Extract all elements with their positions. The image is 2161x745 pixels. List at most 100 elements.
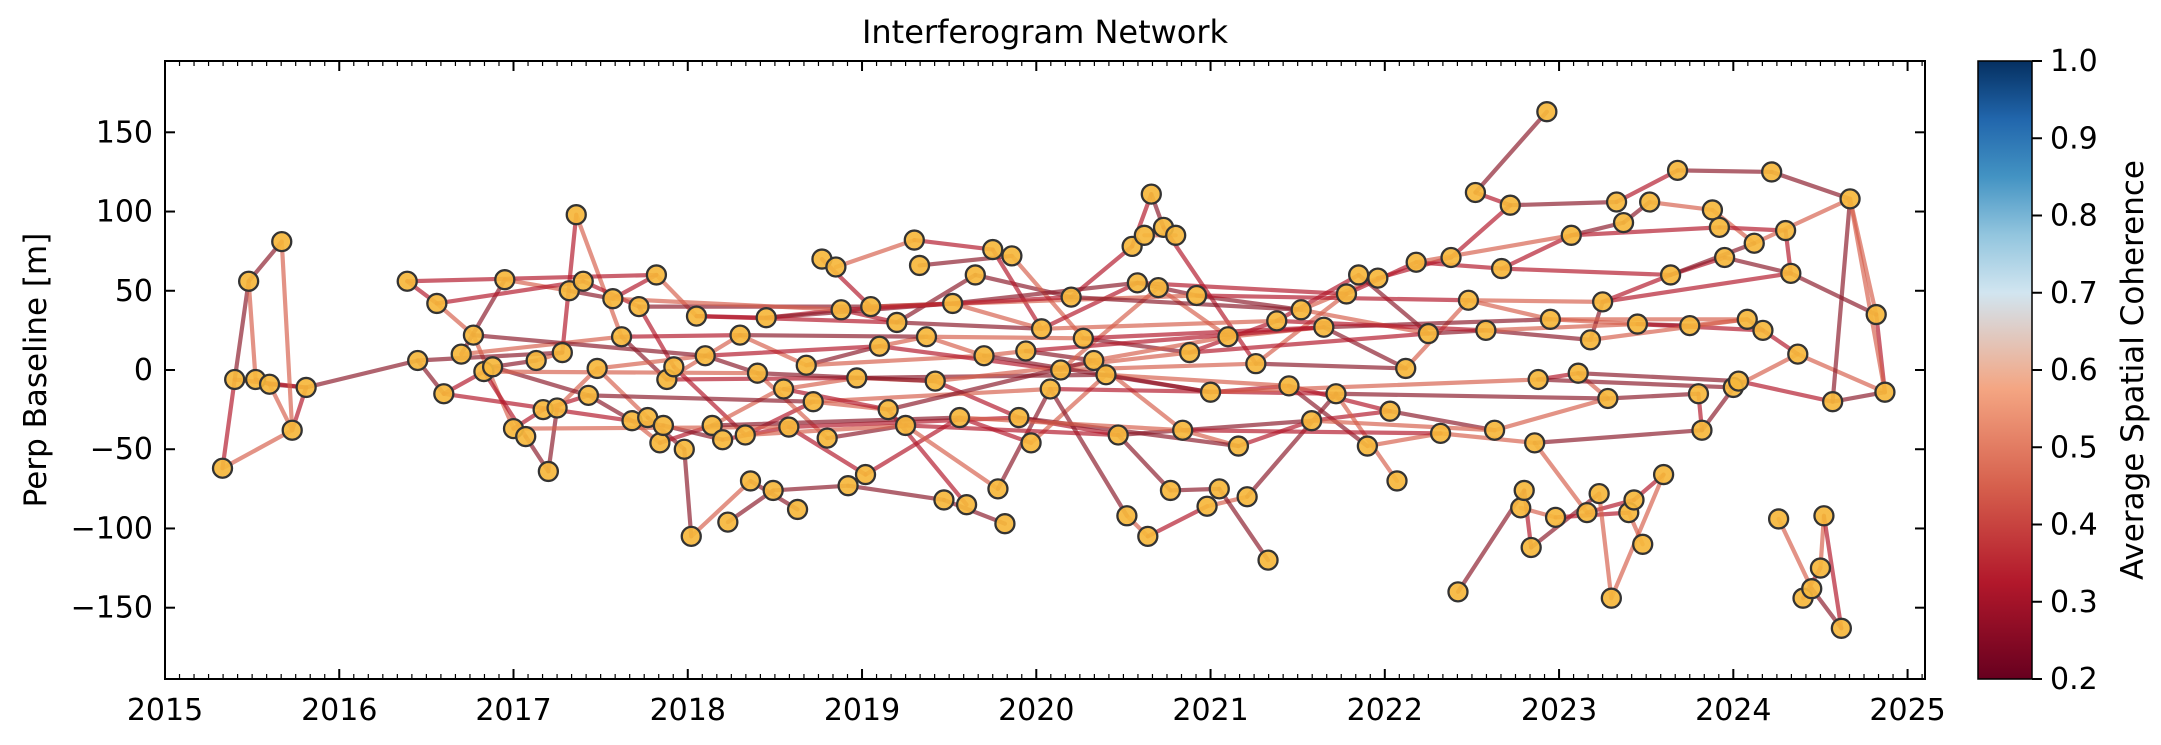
acquisition-point: [1567, 362, 1589, 384]
acquisition-point: [1429, 422, 1452, 445]
acquisition-point: [1245, 353, 1267, 375]
acquisition-point: [1095, 364, 1117, 386]
acquisition-point: [1490, 257, 1513, 280]
acquisition-point: [1447, 581, 1469, 603]
network-edge: [1499, 233, 1574, 271]
acquisition-point: [1713, 246, 1736, 269]
x-tick-label: 2021: [1172, 693, 1248, 728]
x-tick-label: 2016: [301, 693, 377, 728]
network-edge: [912, 237, 995, 252]
colorbar-tick-label: 0.9: [2050, 121, 2098, 156]
acquisition-point: [610, 326, 633, 348]
network-edge: [1569, 225, 1722, 238]
acquisition-point: [1367, 267, 1389, 289]
acquisition-point: [1165, 224, 1187, 246]
network-edge: [1597, 491, 1614, 601]
network-edge: [1135, 280, 1349, 297]
network-edge: [950, 301, 1044, 331]
acquisition-point: [663, 356, 685, 378]
network-edge: [1387, 409, 1497, 433]
acquisition-point: [1457, 289, 1480, 311]
network-edge: [619, 333, 743, 339]
acquisition-point: [1520, 536, 1542, 559]
acquisition-point: [1001, 245, 1023, 267]
network-edge: [1532, 440, 1590, 515]
network-edge: [1722, 255, 1793, 276]
network-edge: [1675, 168, 1774, 175]
acquisition-point: [525, 349, 547, 372]
network-edge: [246, 279, 258, 382]
network-edge: [586, 393, 816, 404]
network-edge: [1466, 298, 1553, 322]
acquisition-point: [868, 335, 891, 357]
x-tick-label: 2022: [1347, 693, 1423, 728]
x-tick-label: 2024: [1695, 693, 1771, 728]
acquisition-point: [1600, 587, 1622, 609]
acquisition-point: [1475, 319, 1497, 342]
acquisition-point: [1774, 219, 1797, 242]
acquisition-point: [396, 270, 418, 292]
acquisition-point: [1236, 486, 1258, 508]
network-edge: [1299, 307, 1431, 336]
acquisition-point: [1527, 368, 1549, 391]
acquisition-point: [778, 416, 800, 438]
network-edge: [1286, 383, 1370, 449]
acquisition-point: [586, 357, 608, 380]
acquisition-point: [1708, 216, 1731, 239]
acquisition-point: [1780, 262, 1802, 284]
acquisition-point: [237, 270, 260, 292]
acquisition-point: [494, 269, 516, 291]
y-tick-label: −50: [90, 432, 153, 467]
acquisition-point: [1116, 505, 1138, 527]
acquisition-point: [1626, 313, 1649, 335]
acquisition-point: [1199, 381, 1222, 403]
acquisition-point: [908, 254, 931, 277]
network-edge: [1752, 196, 1853, 246]
nodes-layer: [211, 101, 1896, 639]
network-edge: [1847, 196, 1888, 395]
network-edge: [710, 386, 783, 428]
acquisition-point: [1137, 525, 1159, 548]
acquisition-point: [860, 295, 882, 318]
acquisition-point: [1335, 283, 1358, 305]
acquisition-point: [1060, 286, 1082, 308]
acquisition-point: [1787, 343, 1809, 365]
y-tick-label: 150: [96, 115, 153, 150]
network-edge: [1253, 361, 1408, 371]
acquisition-point: [1809, 557, 1832, 579]
acquisition-point: [694, 345, 716, 367]
network-edge: [1145, 504, 1210, 539]
acquisition-point: [1300, 410, 1323, 432]
acquisition-point: [1591, 291, 1614, 313]
colorbar-tick-label: 1.0: [2050, 44, 2098, 79]
acquisition-point: [546, 397, 568, 419]
acquisition-point: [295, 376, 317, 399]
acquisition-point: [1196, 495, 1218, 517]
acquisition-point: [1632, 533, 1654, 555]
network-edge: [933, 378, 1021, 420]
acquisition-point: [846, 367, 868, 389]
acquisition-point: [1083, 349, 1105, 372]
network-edge: [694, 314, 899, 325]
acquisition-point: [1356, 435, 1379, 457]
network-edge: [1769, 169, 1853, 201]
network-edge: [459, 334, 624, 357]
acquisition-point: [577, 384, 600, 407]
acquisition-point: [1126, 272, 1149, 294]
acquisition-point: [645, 264, 668, 286]
acquisition-point: [1821, 391, 1844, 413]
acquisition-point: [1605, 191, 1628, 213]
acquisition-point: [1839, 188, 1861, 210]
network-edge: [1736, 378, 1835, 404]
network-edge: [1333, 391, 1610, 401]
acquisition-point: [572, 270, 594, 292]
acquisition-point: [1874, 381, 1896, 403]
network-edge: [1600, 271, 1793, 304]
colorbar-tick-label: 0.5: [2050, 430, 2098, 465]
acquisition-point: [1588, 482, 1610, 505]
network-edge: [304, 358, 420, 390]
acquisition-point: [1325, 383, 1347, 405]
acquisition-point: [772, 378, 795, 400]
network-edge: [1668, 241, 1757, 278]
network-edge: [1448, 203, 1513, 260]
